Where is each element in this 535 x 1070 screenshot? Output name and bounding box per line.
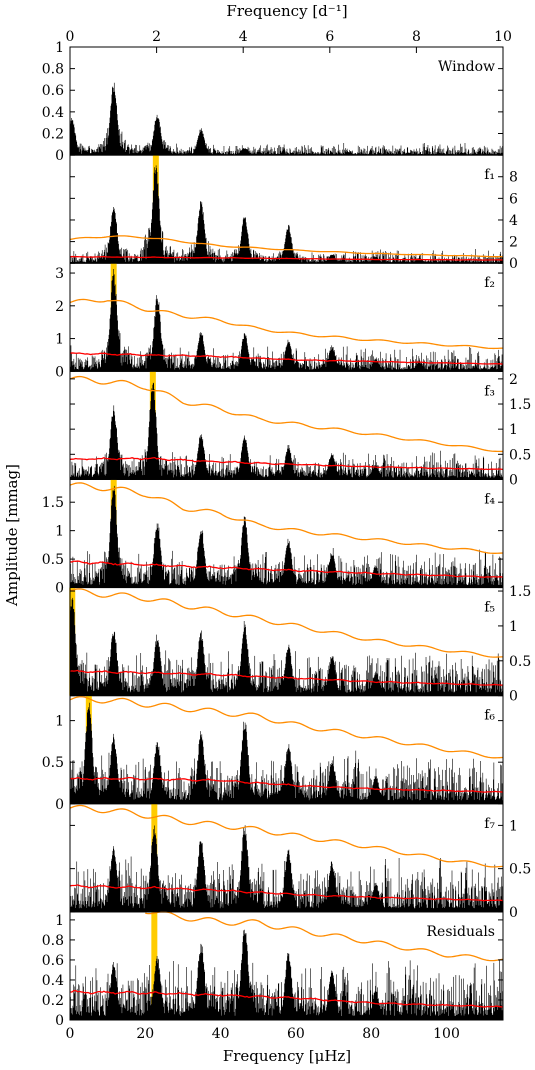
threshold-line-6 [69, 696, 504, 759]
noise-line-6 [69, 776, 504, 793]
y-tick-label-2-2: 2 [55, 299, 64, 315]
x-tick-label-bottom-4: 80 [362, 1026, 380, 1042]
x-tick-label-top-4: 8 [412, 29, 421, 45]
y-tick-label-3-1: 0.5 [509, 447, 531, 463]
threshold-line-1 [69, 235, 503, 258]
y-tick-label-2-1: 1 [55, 332, 64, 348]
spectrum-5 [69, 597, 504, 696]
y-tick-label-5-1: 0.5 [509, 654, 531, 670]
spectrum-1 [69, 165, 504, 264]
y-tick-label-4-1: 0.5 [42, 552, 64, 568]
x-tick-label-top-1: 2 [152, 29, 161, 45]
x-tick-label-bottom-2: 40 [212, 1026, 230, 1042]
x-tick-label-bottom-3: 60 [287, 1026, 305, 1042]
x-tick-label-bottom-0: 0 [66, 1026, 75, 1042]
y-tick-label-7-2: 1 [509, 818, 518, 834]
y-tick-label-0-5: 1 [55, 40, 64, 56]
panel-frame-8 [69, 911, 504, 1021]
y-tick-label-5-3: 1.5 [509, 584, 531, 600]
panel-label-2: f₂ [484, 275, 495, 291]
panel-label-8: Residuals [427, 924, 495, 940]
panel-label-1: f₁ [484, 167, 495, 183]
y-tick-label-8-0: 0 [55, 1013, 64, 1029]
y-tick-label-3-2: 1 [509, 422, 518, 438]
y-tick-label-1-1: 2 [509, 235, 518, 251]
x-tick-label-top-2: 4 [239, 29, 248, 45]
y-tick-label-7-1: 0.5 [509, 862, 531, 878]
spectrum-0 [69, 82, 504, 156]
x-tick-label-top-3: 6 [325, 29, 334, 45]
y-tick-label-0-4: 0.8 [42, 62, 64, 78]
bottom-axis-title: Frequency [μHz] [223, 1047, 351, 1065]
y-tick-label-4-2: 1 [55, 524, 64, 540]
y-tick-label-8-1: 0.2 [42, 993, 64, 1009]
noise-line-3 [69, 456, 504, 471]
y-tick-label-3-0: 0 [509, 472, 518, 488]
panel-label-7: f₇ [484, 816, 495, 832]
y-tick-label-8-2: 0.4 [42, 973, 64, 989]
y-tick-label-0-0: 0 [55, 148, 64, 164]
panel-label-6: f₆ [484, 708, 495, 724]
spectrum-3 [69, 382, 504, 480]
spectrum-8 [69, 929, 504, 1020]
spectrum-4 [69, 485, 504, 588]
top-axis-title: Frequency [d⁻¹] [226, 2, 347, 20]
y-tick-label-8-4: 0.8 [42, 933, 64, 949]
threshold-line-8 [145, 911, 504, 962]
threshold-line-5 [69, 588, 504, 658]
y-tick-label-1-2: 4 [509, 213, 518, 229]
panel-label-0: Window [438, 59, 495, 75]
x-tick-label-bottom-1: 20 [136, 1026, 154, 1042]
y-tick-label-5-0: 0 [509, 689, 518, 705]
panel-label-4: f₄ [484, 491, 495, 507]
y-tick-label-6-1: 0.5 [42, 755, 64, 771]
y-tick-label-1-4: 8 [509, 170, 518, 186]
y-tick-label-7-0: 0 [509, 905, 518, 921]
y-axis-title: Amplitude [mmag] [3, 464, 21, 607]
y-tick-label-1-3: 6 [509, 191, 518, 207]
y-tick-label-4-3: 1.5 [42, 495, 64, 511]
threshold-line-3 [69, 375, 504, 453]
y-tick-label-5-2: 1 [509, 619, 518, 635]
spectrum-6 [69, 702, 504, 804]
y-tick-label-8-5: 1 [55, 913, 64, 929]
threshold-line-7 [69, 804, 504, 868]
y-tick-label-2-3: 3 [55, 266, 64, 282]
y-tick-label-0-1: 0.2 [42, 126, 64, 142]
y-tick-label-6-2: 1 [55, 714, 64, 730]
panel-label-5: f₅ [484, 600, 495, 616]
threshold-line-4 [69, 482, 504, 554]
y-tick-label-2-0: 0 [55, 364, 64, 380]
noise-line-2 [69, 352, 504, 365]
y-tick-label-0-2: 0.4 [42, 105, 64, 121]
x-tick-label-top-5: 10 [494, 29, 512, 45]
x-tick-label-top-0: 0 [66, 29, 75, 45]
panels-group: 0 0.2 0.4 0.6 0.8 1 Window 0 2 4 6 8 f₁ 0 1 2 3 f₂ 0 0.5 1 1.… [42, 40, 532, 1029]
y-tick-label-4-0: 0 [55, 581, 64, 597]
noise-line-7 [69, 884, 504, 902]
y-tick-label-3-3: 1.5 [509, 397, 531, 413]
threshold-line-2 [69, 298, 504, 350]
y-tick-label-1-0: 0 [509, 256, 518, 272]
noise-line-1 [69, 255, 504, 261]
noise-line-4 [69, 560, 504, 579]
x-tick-label-bottom-5: 100 [433, 1026, 460, 1042]
x-axes-group: 0 20 40 60 80 100 0 2 4 6 8 10 [66, 29, 512, 1042]
y-tick-label-3-4: 2 [509, 372, 518, 388]
y-tick-label-6-0: 0 [55, 797, 64, 813]
y-tick-label-8-3: 0.6 [42, 953, 64, 969]
panel-label-3: f₃ [484, 383, 495, 399]
noise-line-5 [69, 669, 503, 686]
highlight-band-8 [151, 911, 158, 1020]
noise-line-8 [69, 989, 504, 1008]
y-tick-label-0-3: 0.6 [42, 83, 64, 99]
spectrum-2 [69, 268, 504, 372]
